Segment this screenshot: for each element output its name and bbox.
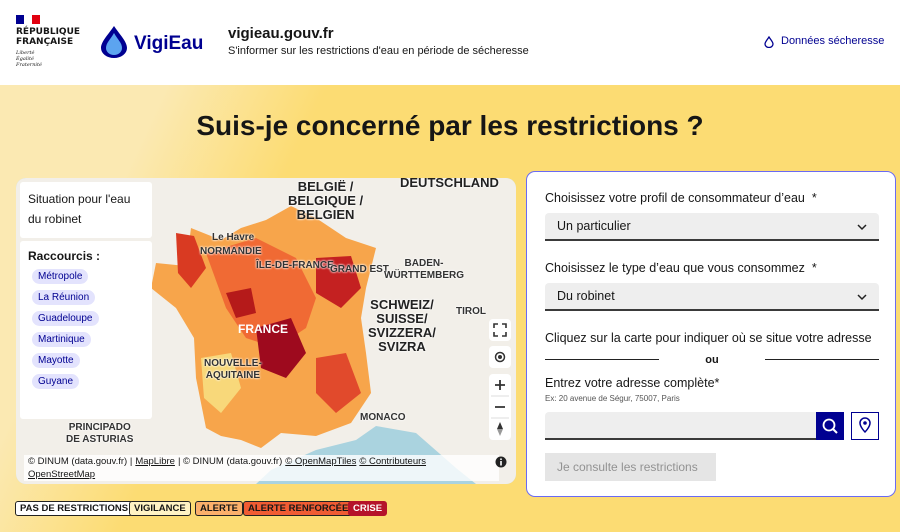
data-link[interactable]: Données sécheresse [781, 35, 885, 47]
motto: Liberté Égalité Fraternité [16, 50, 42, 68]
map-label: DEUTSCHLAND [400, 178, 499, 190]
chevron [857, 294, 867, 301]
legend-chip: CRISE [348, 501, 388, 516]
shortcut-button[interactable]: Métropole [32, 269, 89, 284]
fullscreen-button[interactable] [489, 319, 511, 341]
label-text: Entrez votre adresse complète [545, 376, 715, 390]
geolocate-button[interactable] [851, 412, 879, 440]
shortcut-button[interactable]: Guadeloupe [32, 311, 99, 326]
zoom-icons [491, 380, 509, 436]
map-label: Le Havre [212, 232, 255, 243]
zoom-controls [489, 374, 511, 440]
pin-icon [859, 417, 871, 434]
legend-chip: PAS DE RESTRICTIONS [15, 501, 134, 516]
panel-title: Situation pour l'eau du robinet [28, 192, 131, 226]
map[interactable]: BELGIË / BELGIQUE / BELGIEN DEUTSCHLAND … [16, 178, 516, 484]
search-icon [822, 418, 838, 434]
logo-text: VigiEau [134, 33, 204, 54]
label-text: Choisissez votre profil de consommateur … [545, 191, 805, 205]
attribution-text: © DINUM (data.gouv.fr) | [28, 456, 133, 467]
select-value: Du robinet [557, 289, 615, 303]
map-label: SCHWEIZ/ SUISSE/ SVIZZERA/ SVIZRA [368, 297, 436, 354]
divider [545, 359, 659, 360]
logo-drop [101, 26, 127, 58]
flag [16, 15, 40, 24]
search-button[interactable] [816, 412, 844, 440]
map-label: ÎLE-DE-FRANCE [256, 260, 334, 271]
header: RÉPUBLIQUE FRANÇAISE Liberté Égalité Fra… [0, 0, 900, 85]
map-label: PRINCIPADO DE ASTURIAS [66, 422, 134, 445]
attribution-link[interactable]: OpenStreetMap [28, 469, 96, 480]
label-text: Choisissez le type d’eau que vous consom… [545, 261, 805, 275]
republic: RÉPUBLIQUE FRANÇAISE [16, 27, 81, 47]
shortcut-button[interactable]: Mayotte [32, 353, 80, 368]
shortcut-button[interactable]: La Réunion [32, 290, 96, 305]
map-label: MONACO [360, 412, 406, 423]
fullscreen-icon [493, 323, 507, 337]
legend-chip: ALERTE RENFORCÉE [243, 501, 354, 516]
water-label: Choisissez le type d’eau que vous consom… [545, 261, 817, 275]
situation-panel: Situation pour l'eau du robinet [20, 182, 152, 238]
locate-button[interactable] [489, 346, 511, 368]
tagline: S'informer sur les restrictions d'eau en… [228, 45, 529, 57]
address-hint: Ex: 20 avenue de Ségur, 75007, Paris [545, 394, 680, 403]
map-hint: Cliquez sur la carte pour indiquer où se… [545, 331, 872, 345]
page-title: Suis-je concerné par les restrictions ? [196, 110, 704, 141]
link-icon [764, 36, 774, 48]
submit-button[interactable]: Je consulte les restrictions [545, 453, 716, 481]
locate-icon [494, 351, 506, 363]
map-label: NOUVELLE- AQUITAINE [204, 358, 262, 381]
required-mark: * [714, 376, 720, 390]
attribution-link[interactable]: © OpenMapTiles [285, 456, 357, 467]
or-separator: ou [705, 354, 719, 366]
form-card: Choisissez votre profil de consommateur … [526, 171, 896, 497]
shortcut-button[interactable]: Martinique [32, 332, 91, 347]
chevron [857, 224, 867, 231]
attribution-link[interactable]: © Contributeurs [359, 456, 427, 467]
shortcuts-label: Raccourcis : [28, 249, 101, 263]
required-mark: * [811, 261, 817, 275]
water-select[interactable]: Du robinet [545, 283, 879, 311]
legend-chip: VIGILANCE [129, 501, 191, 516]
map-label: BADEN- WÜRTTEMBERG [384, 258, 464, 281]
divider [765, 359, 879, 360]
profile-label: Choisissez votre profil de consommateur … [545, 191, 817, 205]
profile-select[interactable]: Un particulier [545, 213, 879, 241]
map-label: NORMANDIE [200, 246, 262, 257]
info-icon[interactable] [495, 456, 507, 468]
map-attribution: © DINUM (data.gouv.fr) | MapLibre | © DINU… [24, 455, 499, 481]
address-label: Entrez votre adresse complète* [545, 376, 719, 390]
map-label: GRAND EST [330, 264, 389, 275]
attribution-text: | © DINUM (data.gouv.fr) [177, 456, 283, 467]
shortcuts-panel: Raccourcis : Métropole La Réunion Guadel… [20, 241, 152, 419]
select-value: Un particulier [557, 219, 631, 233]
legend-chip: ALERTE [195, 501, 243, 516]
required-mark: * [811, 191, 817, 205]
site-name[interactable]: vigieau.gouv.fr [228, 25, 334, 42]
attribution-link[interactable]: MapLibre [135, 456, 175, 467]
map-label: TIROL [456, 306, 486, 317]
address-input[interactable] [545, 412, 816, 440]
map-label: BELGIË / BELGIQUE / BELGIEN [288, 179, 364, 222]
map-label: FRANCE [238, 322, 288, 336]
shortcut-button[interactable]: Guyane [32, 374, 80, 389]
